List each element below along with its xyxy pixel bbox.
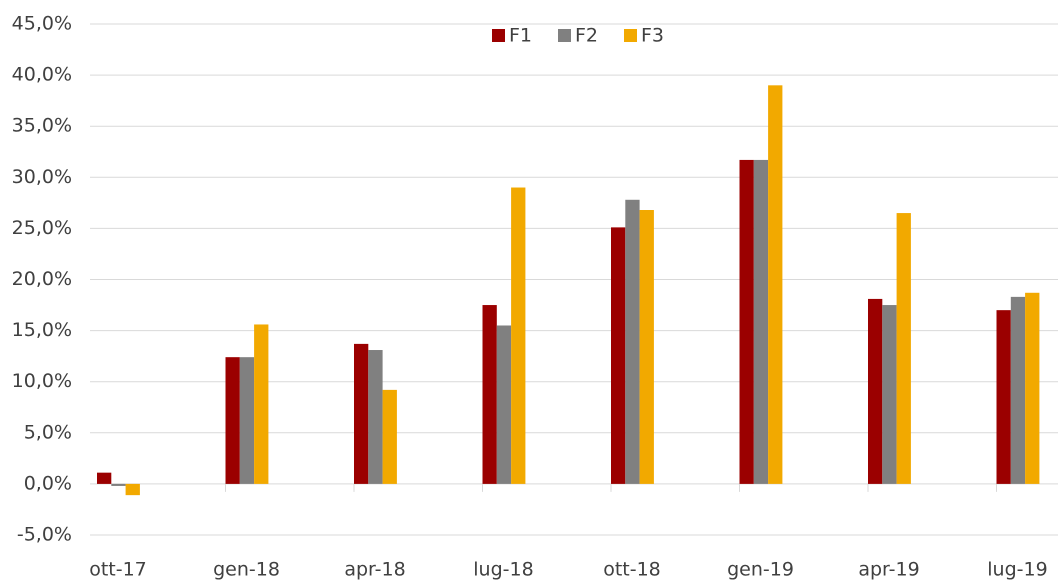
bar <box>639 210 654 484</box>
bar <box>753 159 769 484</box>
y-tick-label: 45,0% <box>12 13 72 35</box>
bar <box>254 324 269 484</box>
bar <box>111 483 126 486</box>
legend-label: F1 <box>509 25 532 47</box>
x-tick-label: ott-17 <box>89 559 147 581</box>
bar <box>1010 296 1026 484</box>
bar <box>1025 292 1040 484</box>
bar <box>368 350 383 484</box>
bar <box>511 187 526 484</box>
legend-swatch <box>492 29 505 42</box>
x-tick-label: apr-18 <box>344 559 405 581</box>
bar <box>868 298 883 484</box>
x-tick-label: apr-19 <box>858 559 919 581</box>
bar <box>97 472 112 484</box>
x-tick-label: gen-18 <box>213 559 280 581</box>
y-tick-label: 15,0% <box>12 319 72 341</box>
x-tick-label: lug-19 <box>987 559 1047 581</box>
bar <box>739 159 754 484</box>
bar <box>882 305 897 484</box>
y-tick-label: -5,0% <box>17 524 72 546</box>
y-tick-label: 20,0% <box>12 268 72 290</box>
x-tick-label: lug-18 <box>473 559 533 581</box>
bar <box>768 85 783 484</box>
y-tick-label: 10,0% <box>12 370 72 392</box>
legend-label: F3 <box>641 25 664 47</box>
x-tick-label: ott-18 <box>603 559 661 581</box>
bar <box>625 199 640 484</box>
bar <box>896 213 911 484</box>
y-tick-label: 0,0% <box>24 472 72 494</box>
bar <box>496 325 512 484</box>
bar <box>382 389 397 484</box>
legend-swatch <box>624 29 637 42</box>
legend-label: F2 <box>575 25 598 47</box>
bar <box>354 343 369 484</box>
bar <box>996 310 1011 484</box>
bar <box>239 357 255 484</box>
y-tick-label: 40,0% <box>12 64 72 86</box>
legend-swatch <box>558 29 571 42</box>
bar <box>482 305 497 484</box>
bar <box>611 227 626 484</box>
y-tick-label: 25,0% <box>12 217 72 239</box>
x-tick-label: gen-19 <box>727 559 794 581</box>
y-tick-label: 35,0% <box>12 115 72 137</box>
y-tick-label: 5,0% <box>24 421 72 443</box>
y-tick-label: 30,0% <box>12 166 72 188</box>
bar <box>125 483 140 496</box>
bar <box>225 357 240 484</box>
